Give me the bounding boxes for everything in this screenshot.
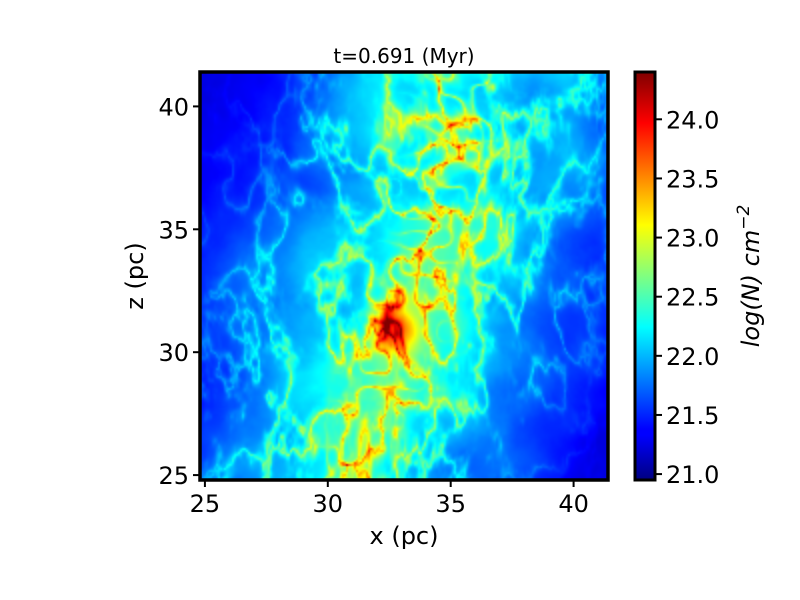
x-axis-label: x (pc): [370, 522, 439, 550]
colorbar-tick-label: 21.0: [666, 461, 719, 489]
colorbar-tick-label: 24.0: [666, 106, 719, 134]
y-axis-label: z (pc): [121, 242, 149, 309]
heatmap-image: [200, 72, 608, 480]
colorbar-tick-label: 22.0: [666, 343, 719, 371]
colorbar-tick-label: 23.0: [666, 225, 719, 253]
x-axis: 25 30 35 40: [190, 480, 589, 518]
x-tick-label: 40: [558, 490, 589, 518]
colorbar-label-main: log(N) cm: [737, 230, 765, 347]
x-tick-label: 30: [313, 490, 344, 518]
y-tick-label: 40: [158, 93, 189, 121]
colorbar-label: log(N) cm−2: [734, 205, 765, 348]
y-tick-label: 30: [158, 339, 189, 367]
colorbar-axis: 21.0 21.5 22.0 22.5 23.0 23.5 24.0: [655, 106, 719, 489]
colorbar-tick-label: 21.5: [666, 402, 719, 430]
chart-title: t=0.691 (Myr): [333, 44, 474, 68]
colorbar: [633, 70, 657, 482]
colorbar-label-exponent: −2: [734, 205, 754, 230]
x-tick-label: 25: [190, 490, 221, 518]
y-tick-label: 35: [158, 216, 189, 244]
colorbar-tick-label: 22.5: [666, 284, 719, 312]
plot-frame: [198, 70, 610, 482]
x-tick-label: 35: [435, 490, 466, 518]
y-axis: 25 30 35 40: [158, 93, 200, 490]
y-tick-label: 25: [158, 462, 189, 490]
colorbar-tick-label: 23.5: [666, 165, 719, 193]
